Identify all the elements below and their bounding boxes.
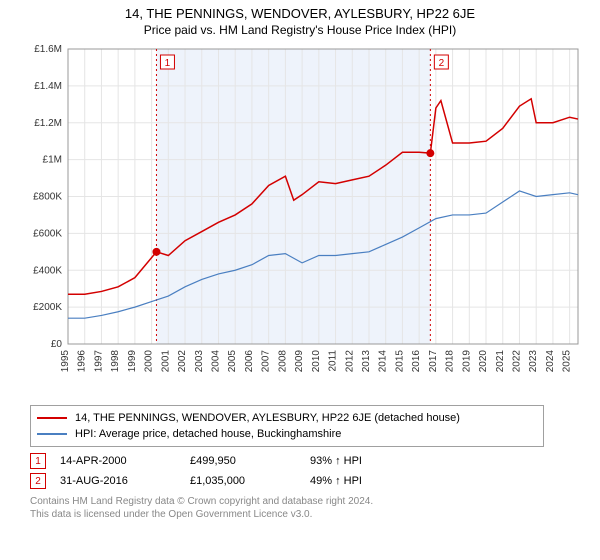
y-tick-label: £400K [33,265,62,276]
chart-subtitle: Price paid vs. HM Land Registry's House … [0,21,600,39]
sale-date: 14-APR-2000 [60,455,190,467]
x-tick-label: 2017 [428,350,439,373]
sale-price: £1,035,000 [190,475,310,487]
license-line-1: Contains HM Land Registry data © Crown c… [30,495,570,508]
legend-row: HPI: Average price, detached house, Buck… [37,426,537,442]
x-tick-label: 2001 [160,350,171,373]
y-tick-label: £1.6M [34,44,62,55]
x-tick-label: 1996 [77,350,88,373]
x-tick-label: 1999 [127,350,138,373]
sale-point [426,149,434,157]
x-tick-label: 2000 [144,350,155,373]
sale-pct: 49% ↑ HPI [310,475,440,487]
sale-marker-number: 1 [165,58,171,69]
legend-label: 14, THE PENNINGS, WENDOVER, AYLESBURY, H… [75,412,460,424]
chart-svg: £0 £200K £400K £600K £800K £1M £1.2M £1.4M £1.6M… [10,39,590,399]
y-tick-label: £1.2M [34,118,62,129]
sale-row-marker: 2 [30,473,46,489]
sales-list: 1 14-APR-2000£499,95093% ↑ HPI 2 31-AUG-201… [30,451,570,491]
x-tick-label: 2009 [294,350,305,373]
x-tick-label: 2016 [411,350,422,373]
chart-title: 14, THE PENNINGS, WENDOVER, AYLESBURY, H… [0,0,600,21]
sale-point [152,248,160,256]
y-tick-label: £1.4M [34,81,62,92]
x-tick-label: 2012 [344,350,355,373]
license-line-2: This data is licensed under the Open Gov… [30,508,570,521]
x-tick-label: 2024 [545,350,556,373]
legend-row: 14, THE PENNINGS, WENDOVER, AYLESBURY, H… [37,410,537,426]
x-tick-label: 2008 [277,350,288,373]
sale-row: 1 14-APR-2000£499,95093% ↑ HPI [30,451,570,471]
x-tick-label: 2022 [511,350,522,373]
x-tick-label: 2010 [311,350,322,373]
license-text: Contains HM Land Registry data © Crown c… [30,495,570,521]
sale-marker-number: 2 [439,58,445,69]
y-tick-label: £1M [43,155,62,166]
x-tick-label: 2005 [227,350,238,373]
x-tick-label: 2007 [261,350,272,373]
x-tick-label: 1998 [110,350,121,373]
sale-pct: 93% ↑ HPI [310,455,440,467]
x-tick-label: 2025 [562,350,573,373]
x-tick-label: 2015 [394,350,405,373]
x-tick-label: 2021 [495,350,506,373]
x-tick-label: 2013 [361,350,372,373]
x-tick-label: 2011 [328,350,339,372]
sale-price: £499,950 [190,455,310,467]
price-chart: £0 £200K £400K £600K £800K £1M £1.2M £1.4M £1.6M… [10,39,590,399]
x-tick-label: 2004 [210,350,221,373]
y-tick-label: £0 [51,339,63,350]
x-tick-label: 2018 [445,350,456,373]
x-tick-label: 2020 [478,350,489,373]
legend: 14, THE PENNINGS, WENDOVER, AYLESBURY, H… [30,405,544,447]
legend-swatch [37,433,67,435]
y-tick-label: £200K [33,302,62,313]
x-tick-label: 2003 [194,350,205,373]
x-tick-label: 1995 [60,350,71,373]
x-tick-label: 2006 [244,350,255,373]
sale-date: 31-AUG-2016 [60,475,190,487]
x-tick-label: 2023 [528,350,539,373]
x-tick-label: 2014 [378,350,389,373]
legend-label: HPI: Average price, detached house, Buck… [75,428,341,440]
x-tick-label: 2002 [177,350,188,373]
y-tick-label: £600K [33,228,62,239]
x-tick-label: 2019 [461,350,472,373]
legend-swatch [37,417,67,419]
x-tick-label: 1997 [93,350,104,373]
sale-row: 2 31-AUG-2016£1,035,00049% ↑ HPI [30,471,570,491]
sale-row-marker: 1 [30,453,46,469]
y-tick-label: £800K [33,192,62,203]
